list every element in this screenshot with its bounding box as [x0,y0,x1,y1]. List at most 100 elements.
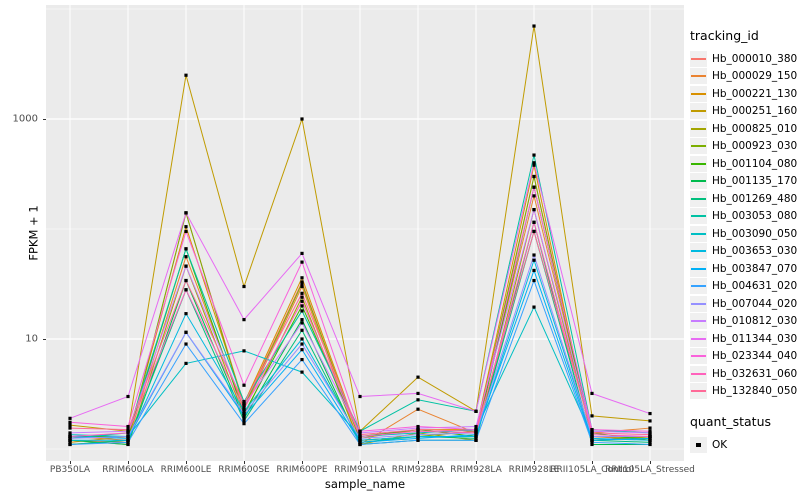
data-point [242,403,246,407]
x-tick-label: RRIM928BA [391,465,445,475]
data-point [242,411,246,416]
data-point [184,312,188,316]
data-point [590,431,594,435]
data-point [416,391,420,396]
data-point [474,433,478,437]
data-point [532,194,536,198]
data-point [68,442,72,447]
data-point [184,225,188,229]
legend-item-label: Hb_032631_060 [712,367,798,380]
legend-item: Hb_011344_030 [690,330,798,348]
data-point [590,442,594,447]
legend-key-swatch [690,103,707,120]
data-point [126,394,130,399]
x-tick-label: PB350LA [49,465,91,475]
data-point [474,424,478,429]
data-point [126,440,130,444]
legend-item-label: Hb_003653_030 [712,245,798,258]
data-point [416,433,420,437]
legend-item: Hb_001269_480 [690,190,798,208]
data-point [184,211,188,215]
legend-title-tracking: tracking_id [690,28,759,43]
data-point [300,370,304,374]
data-point [416,434,420,439]
data-point [590,433,594,437]
point-icon [696,442,701,448]
data-point [68,416,72,420]
data-point [474,434,478,439]
data-point [300,321,304,325]
legend-item: Hb_023344_040 [690,348,798,366]
legend-item: Hb_003053_080 [690,208,798,226]
x-tick-label: RRIM600LA [102,465,154,475]
legend-item: Hb_001104_080 [690,155,798,173]
data-point [532,278,536,283]
data-point [300,342,304,346]
data-point [300,337,304,341]
data-point [358,440,362,444]
data-point [300,328,304,332]
data-point [648,438,652,442]
legend-key-swatch [690,260,707,277]
legend-item-label: Hb_007044_020 [712,297,798,310]
legend-item-label: Hb_001269_480 [712,192,798,205]
x-tick-label: RRIM928LA [450,465,502,475]
quant-legend-item: OK [690,436,798,454]
x-tick-mark [359,461,361,464]
legend-key-swatch [690,173,707,190]
data-point [474,438,478,442]
data-point [126,442,130,447]
legend-items: Hb_000010_380 Hb_000029_150 Hb_000221_130 H… [690,50,798,400]
data-point [184,330,188,334]
legend-item-label: Hb_004631_020 [712,280,798,293]
data-point [242,399,246,404]
legend-item-label: Hb_003053_080 [712,210,798,223]
data-point [358,436,362,440]
legend-key-swatch [690,225,707,242]
data-point [590,438,594,442]
data-point [532,305,536,309]
data-point [590,434,594,439]
legend-item-label: Hb_011344_030 [712,332,798,345]
data-point [184,247,188,251]
series-color-line [691,232,706,235]
data-point [648,419,652,423]
y-tick-label: 10 [25,333,38,345]
data-point [532,161,536,165]
x-tick-label: RRIM928LE [508,465,560,475]
quant-key-swatch [690,436,707,453]
legend-item-label: Hb_003090_050 [712,227,798,240]
data-point [300,281,304,286]
x-tick-mark [301,461,303,464]
data-point [68,434,72,439]
legend-item: Hb_003090_050 [690,225,798,243]
data-point [532,163,536,167]
data-point [126,436,130,440]
data-point [532,153,536,157]
data-point [126,438,130,442]
data-point [532,174,536,179]
series-color-line [691,75,706,78]
data-point [242,349,246,353]
data-point [358,394,362,399]
quant-item-label: OK [712,438,728,451]
data-point [474,436,478,440]
data-point [68,431,72,435]
data-point [242,401,246,405]
legend-item: Hb_132840_050 [690,383,798,401]
x-tick-mark [127,461,129,464]
series-color-line [691,110,706,113]
data-point [68,426,72,430]
data-point [68,420,72,424]
data-point [300,357,304,362]
data-point [590,414,594,418]
data-point [184,342,188,346]
data-point [242,318,246,322]
series-color-line [691,355,706,358]
data-point [416,431,420,435]
data-point [648,442,652,447]
data-point [590,428,594,432]
data-point [242,414,246,418]
legend-item: Hb_000825_010 [690,120,798,138]
